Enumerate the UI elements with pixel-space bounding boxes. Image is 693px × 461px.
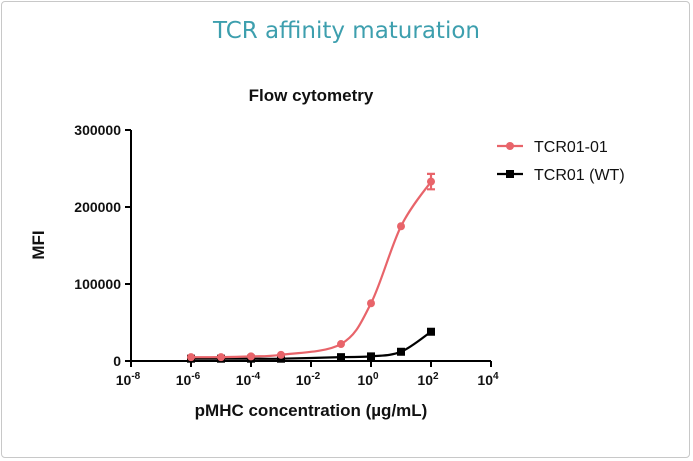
data-point [427, 327, 435, 336]
x-tick-exponent: 0 [373, 371, 379, 382]
legend-marker [506, 170, 514, 178]
legend-label: TCR01 (WT) [534, 167, 625, 184]
data-point [217, 353, 225, 362]
data-point [247, 352, 255, 361]
series-line [191, 330, 432, 360]
data-point [187, 353, 195, 362]
y-tick-label: 100000 [74, 276, 121, 292]
x-tick-exponent: 4 [493, 371, 499, 382]
x-tick-label: 100 [357, 371, 379, 388]
data-point [397, 222, 405, 231]
legend-marker [506, 142, 514, 150]
x-tick-exponent: -6 [191, 371, 200, 382]
chart-title: Flow cytometry [249, 86, 374, 105]
x-tick-label: 10-2 [296, 371, 321, 388]
page-title: TCR affinity maturation [213, 18, 480, 44]
x-tick-label: 10-4 [236, 371, 261, 388]
y-tick-label: 200000 [74, 199, 121, 215]
data-point [277, 350, 285, 359]
x-tick-exponent: -4 [251, 371, 260, 382]
y-tick-label: 300000 [74, 122, 121, 138]
data-point [367, 352, 375, 361]
x-tick-exponent: -8 [131, 371, 140, 382]
x-tick-label: 102 [417, 371, 439, 388]
data-point [427, 177, 435, 186]
legend-label: TCR01-01 [534, 139, 608, 156]
x-axis-label: pMHC concentration (µg/mL) [195, 401, 428, 420]
data-point [397, 347, 405, 356]
data-point [367, 299, 375, 308]
data-point [337, 353, 345, 362]
x-tick-exponent: -2 [311, 371, 320, 382]
x-tick-label: 10-8 [116, 371, 141, 388]
x-tick-label: 10-6 [176, 371, 201, 388]
y-axis-label: MFI [29, 230, 48, 259]
x-tick-exponent: 2 [433, 371, 439, 382]
x-tick-label: 104 [477, 371, 499, 388]
data-point [337, 340, 345, 349]
series-line [190, 180, 432, 359]
y-tick-label: 0 [113, 353, 121, 369]
